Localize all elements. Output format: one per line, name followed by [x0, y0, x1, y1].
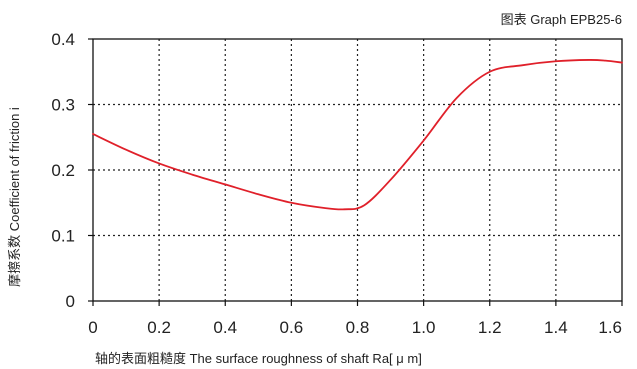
x-tick-label: 1.4 [544, 318, 568, 337]
y-axis-title: 摩擦系数 Coefficient of friction i [7, 107, 22, 287]
y-tick-label: 0 [66, 292, 75, 311]
x-tick-label: 1.0 [412, 318, 436, 337]
x-tick-label: 0.2 [147, 318, 171, 337]
x-tick-label: 0 [88, 318, 97, 337]
x-axis-ticks: 0 0.2 0.4 0.6 0.8 1.0 1.2 1.4 1.6 [88, 301, 623, 337]
y-tick-label: 0.1 [51, 227, 75, 246]
y-axis-ticks: 0 0.1 0.2 0.3 0.4 [51, 30, 93, 311]
y-tick-label: 0.4 [51, 30, 75, 49]
x-tick-label: 1.6 [598, 318, 622, 337]
x-tick-label: 1.2 [478, 318, 502, 337]
x-tick-label: 0.6 [280, 318, 304, 337]
x-tick-label: 0.4 [213, 318, 237, 337]
y-tick-label: 0.2 [51, 161, 75, 180]
x-axis-title: 轴的表面粗糙度 The surface roughness of shaft R… [95, 351, 422, 366]
graph-code-label: 图表 Graph EPB25-6 [501, 12, 622, 27]
y-tick-label: 0.3 [51, 96, 75, 115]
series-line [92, 59, 623, 211]
x-tick-label: 0.8 [346, 318, 370, 337]
grid-lines [93, 39, 622, 301]
